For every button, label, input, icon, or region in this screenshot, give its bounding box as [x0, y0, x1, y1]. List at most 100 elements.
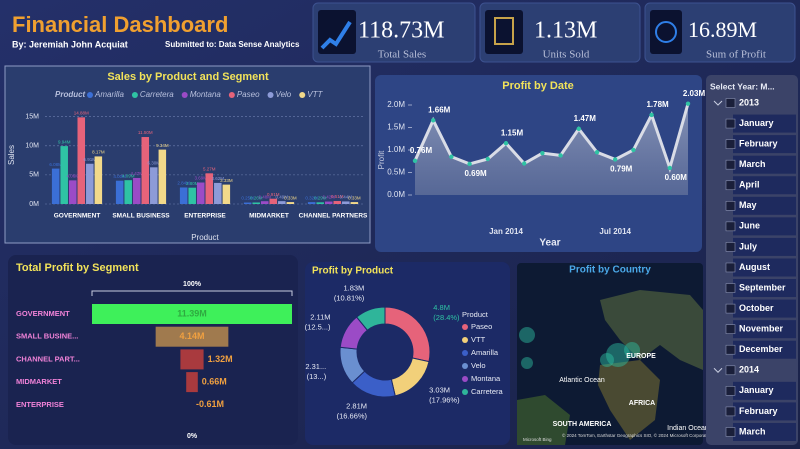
slicer-item[interactable]: May	[739, 200, 757, 210]
slicer-item[interactable]: 2014	[739, 365, 759, 375]
slicer-item[interactable]: April	[739, 180, 760, 190]
checkbox[interactable]	[725, 118, 736, 129]
legend-marker	[462, 389, 468, 395]
map-label: SOUTH AMERICA	[553, 421, 612, 428]
y-axis-label: Sales	[7, 145, 16, 165]
slicer-item[interactable]: September	[739, 282, 786, 292]
card: 1.13M Units Sold	[479, 2, 641, 63]
data-label: 9.94M	[58, 139, 71, 144]
point	[594, 150, 600, 155]
slicer-item[interactable]: October	[739, 303, 774, 313]
card: 16.89M Sum of Profit	[644, 2, 796, 63]
percent-label: (13...)	[307, 372, 327, 381]
checkbox[interactable]	[725, 98, 736, 108]
point	[467, 161, 472, 167]
checkbox[interactable]	[725, 139, 736, 149]
slicer-item[interactable]: January	[739, 385, 774, 395]
checkbox[interactable]	[725, 406, 736, 417]
data-label: 14.88M	[74, 111, 89, 116]
checkbox[interactable]	[725, 344, 736, 355]
data-label: 6.08M	[49, 162, 62, 167]
slicer-item[interactable]: December	[739, 344, 783, 354]
data-label: 1.78M	[646, 100, 669, 109]
checkbox[interactable]	[725, 283, 736, 293]
card: 118.73M Total Sales	[312, 2, 476, 63]
donut-panel	[305, 262, 510, 445]
point	[558, 153, 563, 158]
data-label: 2.80M	[186, 181, 199, 186]
bar	[278, 201, 286, 204]
bar	[307, 202, 316, 204]
data-label: 4.00M	[113, 174, 126, 179]
data-label: 2.84M	[177, 181, 190, 186]
data-label: 0.32M	[305, 195, 318, 200]
funnel-bar	[186, 372, 198, 393]
data-label: 0.76M	[410, 146, 433, 155]
funnel-top-label: 100%	[183, 281, 202, 288]
data-label: 0.29M	[314, 195, 327, 200]
data-label: 2.03M	[683, 89, 706, 98]
slicer-item[interactable]: November	[739, 324, 784, 334]
checkbox[interactable]	[725, 180, 736, 191]
checkbox[interactable]	[725, 221, 736, 232]
slicer-item[interactable]: March	[739, 426, 766, 436]
slicer-item[interactable]: 2013	[739, 97, 759, 107]
slicer-list: 2013 January February March April May June July…	[713, 97, 796, 441]
expand-icon	[713, 367, 723, 373]
slicer-row	[733, 258, 796, 277]
slicer-item[interactable]: January	[739, 118, 774, 128]
percent-label: (12.5...)	[305, 322, 331, 331]
data-label: 0.69M	[464, 169, 487, 178]
bar	[86, 163, 94, 204]
slicer-item[interactable]: February	[739, 406, 778, 416]
legend-marker	[462, 376, 468, 382]
checkbox[interactable]	[725, 159, 736, 170]
bar	[333, 201, 342, 204]
point	[576, 126, 581, 132]
legend-marker	[267, 92, 274, 98]
y-tick-label: 1.0M	[387, 145, 405, 154]
checkbox[interactable]	[725, 242, 736, 252]
category-label: GOVERNMENT	[16, 309, 70, 318]
slicer-item[interactable]: March	[739, 159, 766, 169]
chart-title: Total Profit by Segment	[16, 262, 139, 274]
data-label: 2.31...	[305, 362, 326, 371]
bar	[316, 202, 324, 204]
point	[522, 161, 527, 166]
checkbox[interactable]	[725, 386, 736, 396]
slicer-item[interactable]: July	[739, 241, 757, 251]
y-tick-label: 15M	[25, 113, 39, 120]
slicer-row	[733, 299, 796, 318]
checkbox[interactable]	[725, 324, 736, 334]
map-label: Atlantic Ocean	[559, 377, 605, 384]
x-tick-label: SMALL BUSINESS	[112, 213, 170, 220]
legend-marker	[87, 92, 93, 98]
legend-label: Velo	[471, 361, 486, 370]
slicer-row	[733, 381, 796, 400]
checkbox[interactable]	[725, 365, 736, 376]
bar	[214, 182, 222, 204]
slicer-item[interactable]: February	[739, 138, 778, 148]
data-label: 1.83M	[343, 284, 364, 293]
area	[415, 103, 688, 195]
slicer-row	[733, 155, 796, 174]
checkbox[interactable]	[725, 262, 736, 273]
data-label: 0.60M	[665, 173, 688, 182]
slicer-item[interactable]: June	[739, 221, 760, 231]
bar	[94, 156, 103, 204]
point	[540, 150, 545, 156]
slicer-item[interactable]: August	[739, 262, 770, 272]
checkbox[interactable]	[725, 201, 736, 211]
data-label: 11.39M	[177, 308, 207, 318]
data-label: 0.33M	[284, 195, 297, 200]
legend-marker	[228, 92, 235, 98]
percent-label: (16.66%)	[337, 411, 368, 420]
data-label: 0.79M	[610, 165, 633, 174]
legend-label: Amarilla	[471, 348, 499, 357]
data-label: 0.44M	[340, 195, 353, 200]
checkbox[interactable]	[725, 303, 736, 314]
slicer-row	[733, 135, 796, 154]
card-value: 1.13M	[534, 18, 597, 44]
checkbox[interactable]	[725, 427, 736, 437]
